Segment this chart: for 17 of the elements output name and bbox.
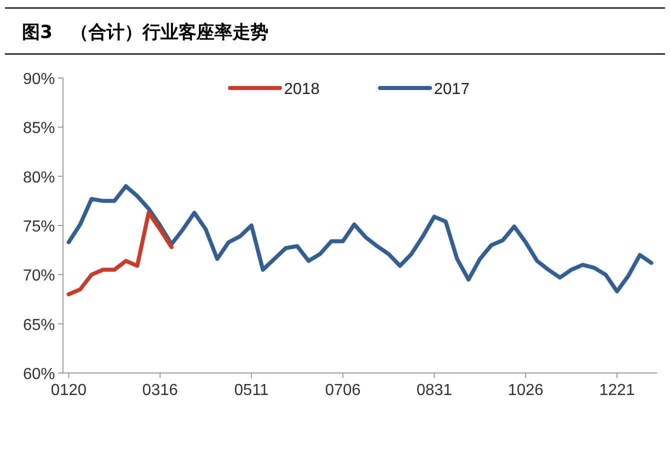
x-tick-label: 1026 [508,382,544,399]
x-tick-label: 0511 [234,382,269,399]
x-tick-label: 0120 [50,382,87,399]
y-tick-label: 80% [22,169,55,186]
x-tick-label: 1221 [599,382,635,399]
y-tick-label: 85% [22,120,55,138]
title: 图3 （合计）行业客座率走势 [22,22,269,43]
x-tick-label: 0706 [325,382,361,399]
y-tick-label: 70% [22,268,55,285]
x-tick-label: 0316 [142,382,178,399]
legend-label: 2018 [284,81,320,98]
y-tick-label: 65% [22,316,55,334]
legend-label: 2017 [434,81,470,98]
y-tick-label: 60% [22,366,55,383]
y-tick-label: 75% [22,218,55,236]
y-tick-label: 90% [22,71,55,88]
x-tick-label: 0831 [416,382,452,399]
